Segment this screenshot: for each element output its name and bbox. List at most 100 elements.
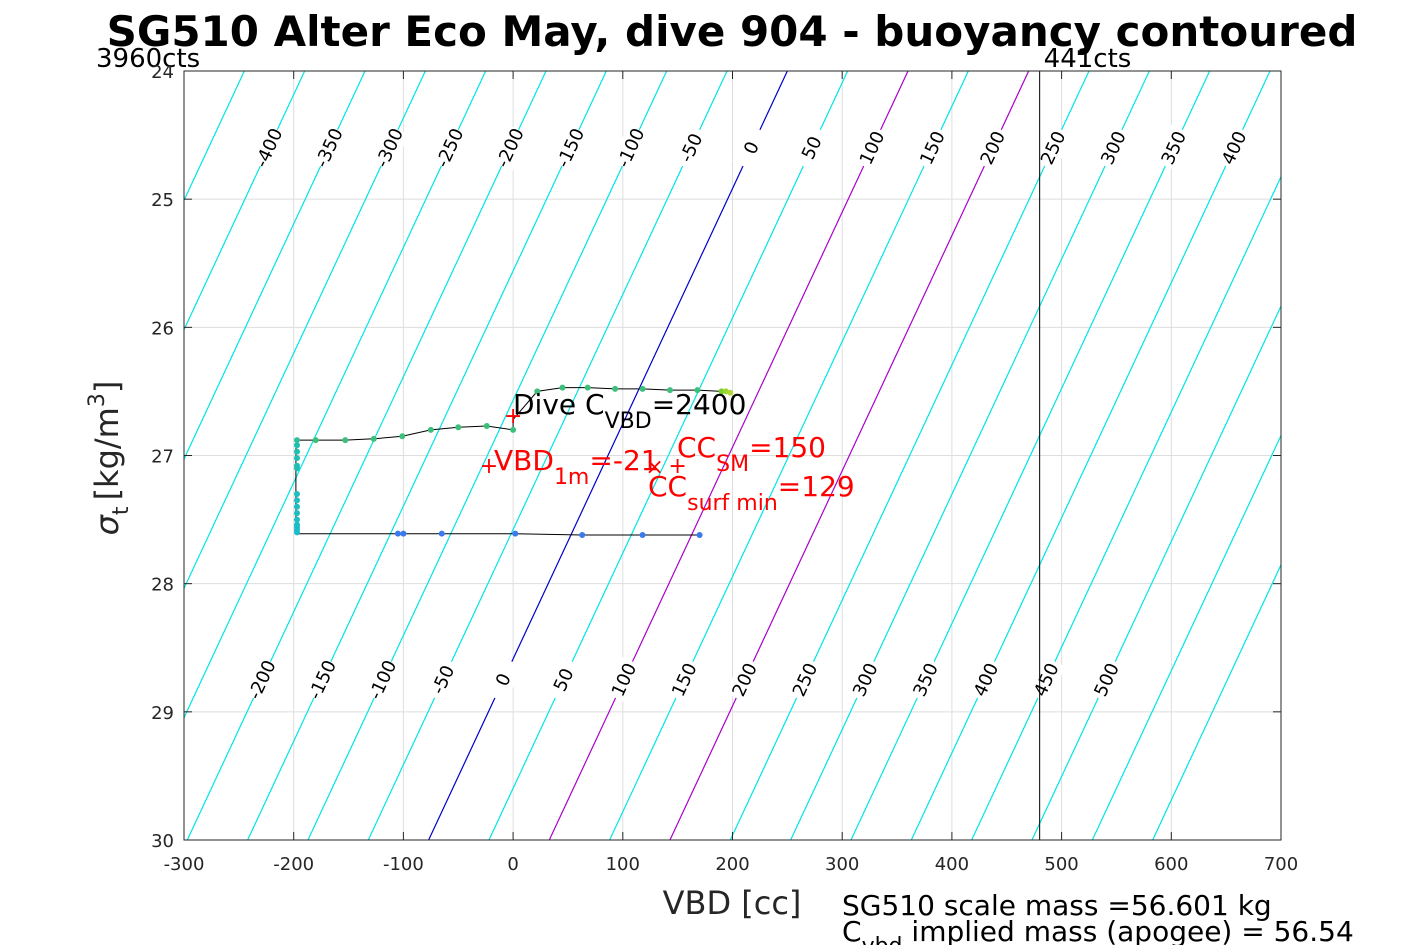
contour-line	[488, 71, 849, 840]
descent-point	[370, 435, 377, 442]
contour-line	[850, 71, 1211, 840]
contour-label-bg	[1027, 656, 1066, 703]
contour-label-bg	[423, 656, 463, 703]
buoyancy-contours	[184, 71, 1281, 840]
contour-label-bg	[966, 656, 1006, 703]
contour-line	[367, 71, 728, 840]
x-axis-ticks: -300 -200 -100 0 100 200 300 400 500 600 700	[164, 71, 1298, 875]
descent-point	[612, 385, 619, 392]
descent-point	[293, 490, 300, 497]
vbd1m-sub: 1m	[554, 465, 589, 490]
contour-label-bg	[604, 656, 644, 703]
contour-line	[548, 71, 909, 840]
descent-point	[399, 433, 406, 440]
contour-line	[1152, 563, 1281, 840]
contour-line	[910, 71, 1271, 840]
descent-point	[559, 384, 566, 391]
descent-point	[455, 424, 462, 431]
dive-c-value: =2400	[652, 388, 747, 421]
y-tick-label: 25	[151, 190, 174, 211]
x-tick-label: -100	[383, 854, 424, 875]
contour-line	[971, 175, 1281, 840]
y-tick-label: 27	[151, 447, 174, 468]
footer-scale-mass: SG510 scale mass =56.601 kg	[842, 889, 1272, 922]
contour-label-bg	[551, 124, 590, 172]
markers: ++ +×	[480, 404, 687, 480]
descent-point	[293, 455, 300, 462]
ccsurf-main: CC	[648, 470, 687, 503]
y-tick-label: 30	[151, 831, 174, 852]
vbd1m-annotation: VBD1m=-21	[494, 444, 659, 490]
x-tick-label: 700	[1264, 854, 1298, 875]
dive-c-main: Dive C	[513, 388, 605, 421]
descent-point	[312, 437, 319, 444]
x-tick-label: 0	[507, 854, 518, 875]
descent-point	[293, 497, 300, 504]
contour-label-bg	[792, 124, 832, 172]
ascent-point	[438, 530, 445, 537]
dive-c-sub: VBD	[605, 409, 652, 434]
dive-c-annotation: Dive CVBD=2400	[513, 388, 746, 434]
contour-label-bg	[732, 124, 771, 172]
descent-point	[694, 387, 701, 394]
contour-label-bg	[370, 124, 409, 172]
contour-line	[428, 71, 788, 840]
descent-point	[718, 388, 725, 395]
contour-label-bg	[430, 124, 470, 172]
count-markers: 3960cts 441cts	[96, 44, 1131, 840]
x-tick-label: 300	[825, 854, 859, 875]
contour-line	[669, 71, 1030, 840]
descent-point	[293, 510, 300, 517]
contour-label-bg	[363, 656, 403, 703]
descent-point	[342, 437, 349, 444]
descent-point	[293, 442, 300, 449]
contour-label-bg	[1087, 656, 1127, 703]
y-tick-label: 26	[151, 318, 174, 339]
contour-line	[1031, 304, 1281, 840]
x-tick-label: -300	[164, 854, 205, 875]
ascent-point	[579, 531, 586, 538]
y-tick-label: 28	[151, 575, 174, 596]
descent-point	[293, 448, 300, 455]
descent-point	[293, 529, 300, 536]
contour-label-bg	[906, 656, 946, 703]
y-label-units: [kg/m	[88, 407, 126, 500]
footer-c-sub: vbd	[862, 934, 903, 945]
ccsm-sub: SM	[716, 452, 749, 477]
descent-point	[293, 503, 300, 510]
descent-point	[427, 426, 434, 433]
contour-line	[729, 71, 1090, 840]
descent-point	[639, 385, 646, 392]
contour-label-bg	[973, 124, 1013, 172]
ascent-point	[696, 531, 703, 538]
contour-label-bg	[785, 656, 825, 703]
y-tick-label: 29	[151, 703, 174, 724]
y-tick-label: 24	[151, 62, 174, 83]
ascent-point	[639, 531, 646, 538]
contour-label-bg	[846, 656, 885, 703]
contour-line	[184, 71, 306, 332]
contour-line	[247, 71, 607, 840]
contour-line	[307, 71, 668, 840]
dive-points	[293, 384, 734, 538]
marker-symbol: +	[668, 454, 686, 479]
contour-line	[186, 71, 547, 840]
ccsurf-annotation: CCsurf min=129	[648, 470, 855, 516]
footer-c-rest: implied mass (apogee) = 56.54	[903, 915, 1354, 945]
contour-label-bg	[671, 124, 711, 172]
contour-label-bg	[913, 124, 952, 172]
y-label-sigma: σ	[88, 513, 126, 535]
x-tick-label: -200	[273, 854, 314, 875]
ccsm-value: =150	[749, 431, 826, 464]
footer-c-main: C	[842, 915, 862, 945]
contour-label-bg	[309, 124, 349, 172]
contour-label-bg	[1094, 124, 1133, 172]
contour-label-bg	[852, 124, 892, 172]
contour-line	[609, 71, 969, 840]
descent-point	[534, 388, 541, 395]
contour-label-bg	[249, 124, 289, 172]
contour-label-bg	[725, 656, 765, 703]
x-tick-label: 400	[935, 854, 969, 875]
chart-title: SG510 Alter Eco May, dive 904 - buoyancy…	[107, 7, 1358, 56]
